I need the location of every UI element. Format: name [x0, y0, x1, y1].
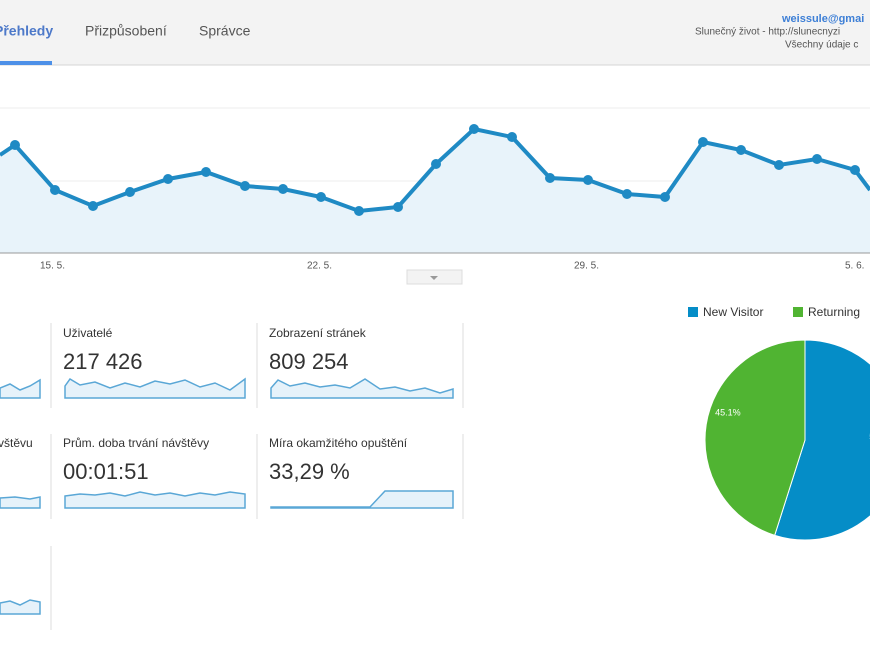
- tab[interactable]: Správce: [199, 23, 251, 39]
- trend-point: [163, 174, 173, 184]
- trend-point: [278, 184, 288, 194]
- trend-point: [316, 192, 326, 202]
- date-label: 29. 5.: [574, 261, 599, 272]
- active-tab-underline: [0, 61, 52, 65]
- account-property: Slunečný život - http://slunecnyzi: [695, 27, 840, 38]
- date-label: 15. 5.: [40, 261, 65, 272]
- trend-point: [431, 159, 441, 169]
- legend-swatch: [793, 307, 803, 317]
- account-view: Všechny údaje c: [785, 40, 858, 51]
- trend-point: [583, 175, 593, 185]
- slice-label: 45.1%: [715, 407, 741, 417]
- metric-value: 217 426: [63, 349, 143, 374]
- pie-slice: [774, 339, 870, 541]
- collapse-arrow: [430, 276, 438, 280]
- metric-label: Míra okamžitého opuštění: [269, 436, 408, 450]
- metric-label: vštěvu: [0, 436, 33, 450]
- metric-label: Uživatelé: [63, 326, 113, 340]
- date-label: 22. 5.: [307, 261, 332, 272]
- trend-point: [88, 201, 98, 211]
- tab[interactable]: Přehledy: [0, 23, 53, 39]
- metric-value: 00:01:51: [63, 459, 149, 484]
- sparkline: [270, 490, 454, 509]
- trend-point: [812, 154, 822, 164]
- sparkline: [0, 599, 41, 615]
- metric-label: Prům. doba trvání návštěvy: [63, 436, 209, 450]
- legend-label: Returning: [808, 305, 860, 319]
- trend-point: [50, 185, 60, 195]
- trend-point: [507, 132, 517, 142]
- metric-label: Zobrazení stránek: [269, 326, 367, 340]
- legend-label: New Visitor: [703, 305, 763, 319]
- trend-point: [469, 124, 479, 134]
- trend-area: [0, 129, 870, 253]
- trend-point: [201, 167, 211, 177]
- sparkline: [270, 378, 454, 399]
- legend-swatch: [688, 307, 698, 317]
- tab[interactable]: Přizpůsobení: [85, 23, 167, 39]
- account-email[interactable]: weissule@gmai: [781, 13, 864, 25]
- date-label: 5. 6.: [845, 261, 864, 272]
- trend-point: [10, 140, 20, 150]
- trend-point: [545, 173, 555, 183]
- trend-point: [774, 160, 784, 170]
- sparkline: [0, 496, 41, 509]
- trend-point: [622, 189, 632, 199]
- trend-point: [393, 202, 403, 212]
- top-bar: [0, 0, 870, 65]
- sparkline: [64, 377, 246, 399]
- trend-point: [660, 192, 670, 202]
- sparkline: [0, 378, 41, 399]
- trend-point: [240, 181, 250, 191]
- pie-slice: [704, 339, 806, 536]
- trend-point: [354, 206, 364, 216]
- trend-point: [125, 187, 135, 197]
- trend-point: [850, 165, 860, 175]
- metric-value: 809 254: [269, 349, 349, 374]
- metric-value: 33,29 %: [269, 459, 350, 484]
- trend-points: [10, 124, 860, 216]
- sparkline: [64, 491, 246, 509]
- trend-point: [698, 137, 708, 147]
- trend-point: [736, 145, 746, 155]
